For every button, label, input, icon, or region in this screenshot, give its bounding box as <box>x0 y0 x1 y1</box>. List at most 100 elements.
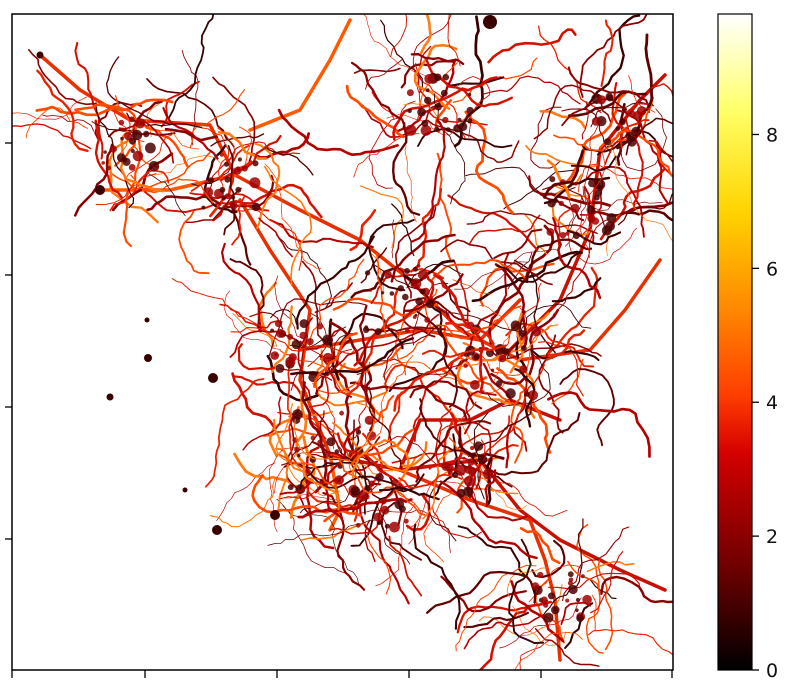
road-segment <box>539 110 587 129</box>
road-segment <box>399 297 432 360</box>
road-segment <box>171 278 265 328</box>
road-network-heatmap <box>12 14 673 670</box>
road-segment <box>473 439 486 490</box>
hotspot-blob <box>384 523 390 529</box>
road-segment <box>209 478 276 528</box>
hotspot-blob <box>237 157 242 162</box>
road-segment <box>74 102 119 112</box>
road-segment <box>391 415 510 464</box>
road-segment <box>398 473 463 489</box>
road-segment <box>411 119 446 243</box>
road-segment <box>412 361 454 442</box>
hotspot-blob <box>364 484 371 491</box>
road-segment <box>109 169 170 212</box>
road-segment <box>349 209 377 252</box>
road-segment <box>119 130 164 193</box>
hotspot-blob <box>570 203 580 213</box>
hotspot-blob <box>294 446 300 453</box>
road-segment <box>591 594 597 631</box>
hotspot-blob <box>249 177 261 189</box>
road-segment <box>576 523 603 594</box>
hotspot-blob <box>601 225 613 236</box>
axis-ticks <box>5 142 673 678</box>
road-segment <box>279 472 383 500</box>
road-segment <box>464 110 514 215</box>
road-segment <box>277 108 399 157</box>
road-segment <box>360 247 388 284</box>
hotspot-blob <box>457 117 462 122</box>
hotspot-blob <box>467 458 475 466</box>
hotspot-blob <box>419 288 426 295</box>
road-segment <box>519 527 561 565</box>
road-segment <box>181 49 199 146</box>
road-segment <box>189 192 262 210</box>
hotspot-blob <box>473 353 480 360</box>
colorbar-tick-label: 0 <box>766 660 778 682</box>
road-segment <box>530 106 562 169</box>
hotspot-blob <box>373 512 383 522</box>
hotspot-blob <box>129 116 135 122</box>
hotspot-blob <box>467 92 472 97</box>
road-segment <box>297 497 413 519</box>
road-segment <box>382 361 463 384</box>
hotspot-blob <box>229 201 238 210</box>
hotspot-blob <box>291 339 301 350</box>
road-segment <box>73 143 114 217</box>
hotspot-blob <box>442 73 450 81</box>
road-segment <box>584 187 663 211</box>
hotspot-blob <box>407 108 412 114</box>
hotspot-blob <box>580 574 585 579</box>
road-segment <box>456 355 536 419</box>
road-segment <box>439 480 538 560</box>
road-segment <box>356 499 410 605</box>
road-segment <box>35 98 174 117</box>
hotspot-blob <box>454 464 466 476</box>
road-segment <box>221 242 262 330</box>
road-segment <box>590 101 653 128</box>
hotspot-blob <box>491 368 495 372</box>
hotspot-blob <box>440 89 448 97</box>
road-segment <box>388 535 423 597</box>
road-segment <box>600 19 614 88</box>
hotspot-blob <box>380 277 384 281</box>
road-segment <box>392 485 422 529</box>
isolated-blob <box>106 393 114 401</box>
hotspot-blob <box>369 288 372 292</box>
road-segment <box>547 266 599 355</box>
road-segment <box>368 386 403 470</box>
road-segment <box>616 33 654 150</box>
hotspot-blob <box>498 354 507 363</box>
road-segment <box>353 67 401 74</box>
hotspot-blob <box>339 410 344 416</box>
road-segment <box>406 263 461 289</box>
hotspot-blob <box>355 522 361 528</box>
road-segment <box>506 567 547 598</box>
hotspot-blob <box>441 462 451 471</box>
hotspot-blob <box>531 326 542 337</box>
hotspot-blob <box>109 145 117 153</box>
hotspot-blob <box>463 363 468 368</box>
road-segment <box>487 28 577 64</box>
hotspot-blob <box>326 437 336 447</box>
hotspot-blob <box>383 270 392 279</box>
hotspot-blob <box>118 119 125 126</box>
road-segment <box>413 43 458 110</box>
road-segment <box>275 234 332 308</box>
road-segment <box>301 260 334 350</box>
road-segment <box>419 398 478 465</box>
hotspot-blob <box>368 480 375 487</box>
hotspot-blob <box>364 270 371 276</box>
road-segment <box>162 107 219 160</box>
road-segment <box>264 163 322 269</box>
road-segment <box>212 76 256 162</box>
road-segment <box>582 195 596 234</box>
hotspot-blob <box>397 285 404 292</box>
arterial-road <box>238 198 332 457</box>
road-segment <box>388 303 448 392</box>
road-segment <box>463 615 541 650</box>
road-segment <box>600 575 673 604</box>
road-segment <box>271 305 293 374</box>
road-segment <box>359 304 368 395</box>
road-segment <box>238 126 253 175</box>
hotspot-blob <box>466 106 474 115</box>
